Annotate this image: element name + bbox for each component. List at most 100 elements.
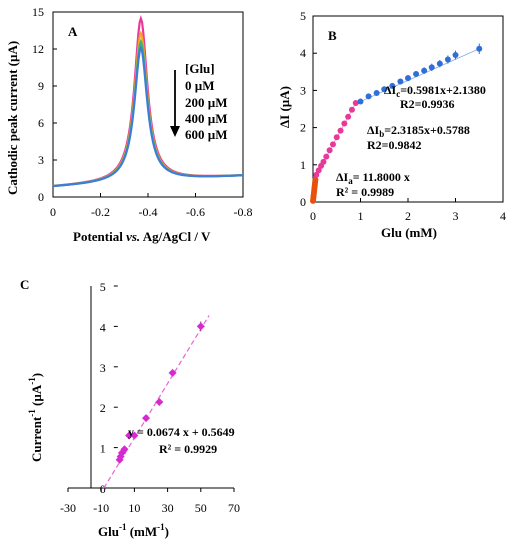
panel-b: B 0 1 2 3 4 0 1 2 3 4 5 ΔIc=0.5981x+2.1380 R2=0.9… [277, 9, 506, 240]
panel-b-x-tick-label: 2 [405, 209, 411, 223]
legend-item-3: 600 µM [185, 127, 228, 142]
panel-c-point [168, 368, 177, 377]
panel-a-curves [52, 15, 244, 188]
panel-b-point-s2 [389, 82, 396, 89]
panel-b-y-tick-label: 2 [300, 121, 306, 135]
panel-b-point-s2 [436, 60, 443, 67]
panel-a-x-tick-label: -0.2 [91, 205, 110, 219]
fit-b-equation: ΔIb=2.3185x+0.5788 [367, 123, 470, 139]
panel-b-x-axis-label: Glu (mM) [381, 225, 437, 240]
panel-b-x-tick-label: 4 [500, 209, 506, 223]
panel-c-equation: y = 0.0674 x + 0.5649 [128, 425, 235, 439]
panel-b-point-s1 [323, 153, 330, 160]
panel-c-point [120, 445, 129, 454]
panel-b-point-s1 [326, 147, 333, 154]
panel-b-point-s2 [381, 86, 388, 93]
panel-c-point [155, 397, 164, 406]
panel-a-legend: [Glu] 0 µM 200 µM 400 µM 600 µM [170, 61, 228, 142]
panel-b-point-s2 [428, 64, 435, 71]
panel-a-x-ticks: 0 -0.2 -0.4 -0.6 -0.8 [50, 193, 253, 219]
panel-c-x-ticks: -30 -10 10 30 50 70 [60, 488, 240, 515]
panel-b-point-s1 [345, 113, 352, 120]
panel-b-point-s2 [413, 71, 420, 78]
panel-c-points [115, 321, 205, 464]
panel-b-y-ticks: 0 1 2 3 4 5 [300, 9, 317, 209]
legend-item-0: 0 µM [185, 78, 215, 93]
panel-b-label: B [328, 28, 337, 43]
panel-a-x-label-part-1: Potential [73, 229, 126, 244]
panel-c-x-tick-label: 10 [128, 501, 140, 515]
panel-b-point-s1 [348, 106, 355, 113]
panel-c-y-tick-label: 3 [100, 361, 106, 375]
panel-b-point-s2 [373, 90, 380, 97]
panel-a-x-label-part-3: Ag/AgCl / V [140, 229, 211, 244]
panel-a: A 0 -0.2 -0.4 -0.6 -0.8 0 3 6 9 12 15 [Glu] 0 µM … [5, 5, 253, 244]
panel-a-y-tick-label: 9 [38, 79, 44, 93]
panel-a-x-tick-label: -0.8 [234, 205, 253, 219]
panel-c-y-tick-label: 2 [100, 401, 106, 415]
panel-a-y-axis-label: Cathodic peak current (µA) [5, 41, 20, 195]
fit-c-r2: R2=0.9936 [400, 97, 455, 111]
panel-c-x-tick-label: 30 [162, 501, 174, 515]
panel-a-y-tick-label: 3 [38, 153, 44, 167]
panel-a-y-tick-label: 6 [38, 116, 44, 130]
panel-b-y-axis-label: ΔI (µA) [277, 86, 292, 128]
panel-c-y-tick-label: 0 [100, 482, 106, 496]
panel-b-point-s1 [315, 167, 322, 174]
panel-b-y-tick-label: 1 [300, 158, 306, 172]
legend-title: [Glu] [185, 61, 215, 76]
panel-b-y-tick-label: 0 [300, 195, 306, 209]
panel-b-point-s2 [397, 78, 404, 85]
panel-c-y-ticks: 0 1 2 3 4 5 [100, 280, 118, 496]
panel-c-x-tick-label: 70 [228, 501, 240, 515]
panel-b-point-s2 [452, 52, 459, 59]
panel-b-point-s1 [341, 120, 348, 127]
panel-b-point-s1 [320, 158, 327, 165]
panel-c-point [196, 322, 205, 331]
panel-c-x-tick-label: 50 [195, 501, 207, 515]
panel-b-point-s1 [337, 127, 344, 134]
panel-c-y-tick-label: 4 [100, 320, 106, 334]
panel-b-point-s2 [365, 93, 372, 100]
panel-c-point [125, 431, 134, 440]
panel-c-r2: R² = 0.9929 [159, 442, 217, 456]
panel-c-y-axis-label: Current-1 (µA-1) [27, 373, 44, 462]
panel-a-y-tick-label: 0 [38, 190, 44, 204]
panel-c-x-tick-label: -30 [60, 501, 76, 515]
panel-c-label: C [20, 277, 29, 292]
fit-a-equation: ΔIa= 11.8000 x [336, 170, 410, 186]
panel-b-point-s2 [476, 45, 483, 52]
panel-a-x-tick-label: 0 [50, 205, 56, 219]
panel-a-x-tick-label: -0.4 [139, 205, 158, 219]
panel-b-y-tick-label: 4 [300, 46, 306, 60]
panel-b-point-s2 [421, 67, 428, 74]
panel-a-label: A [68, 24, 78, 39]
legend-item-1: 200 µM [185, 95, 228, 110]
panel-b-point-s1 [329, 141, 336, 148]
panel-c: C -30 -10 10 30 50 70 0 1 2 3 4 5 y = 0.0674 x + 0… [20, 277, 240, 539]
fit-b-r2: R2=0.9842 [367, 138, 422, 152]
legend-arrow-head [170, 126, 180, 137]
panel-a-y-ticks: 0 3 6 9 12 15 [32, 5, 57, 204]
panel-b-x-tick-label: 3 [453, 209, 459, 223]
panel-b-x-tick-label: 1 [358, 209, 364, 223]
panel-c-x-tick-label: -10 [93, 501, 109, 515]
legend-item-2: 400 µM [185, 111, 228, 126]
panel-b-point-s1 [313, 171, 320, 178]
panel-a-x-label-part-2: vs. [126, 229, 140, 244]
panel-a-x-tick-label: -0.6 [186, 205, 205, 219]
panel-b-point-s1 [352, 100, 359, 107]
panel-b-y-tick-label: 5 [300, 9, 306, 23]
panel-a-x-axis-label: Potential vs. Ag/AgCl / V [73, 229, 211, 244]
panel-b-x-tick-label: 0 [310, 209, 316, 223]
panel-b-point-s2 [444, 56, 451, 63]
fit-a-r2: R² = 0.9989 [336, 185, 394, 199]
panel-b-point-s1 [333, 134, 340, 141]
panel-b-fit-line-2 [360, 48, 480, 102]
panel-a-y-tick-label: 15 [32, 5, 44, 19]
panel-a-y-tick-label: 12 [32, 42, 44, 56]
panel-b-point-s2 [357, 98, 364, 105]
panel-b-points [310, 43, 483, 204]
panel-c-x-axis-label: Glu-1 (mM-1) [98, 522, 169, 539]
